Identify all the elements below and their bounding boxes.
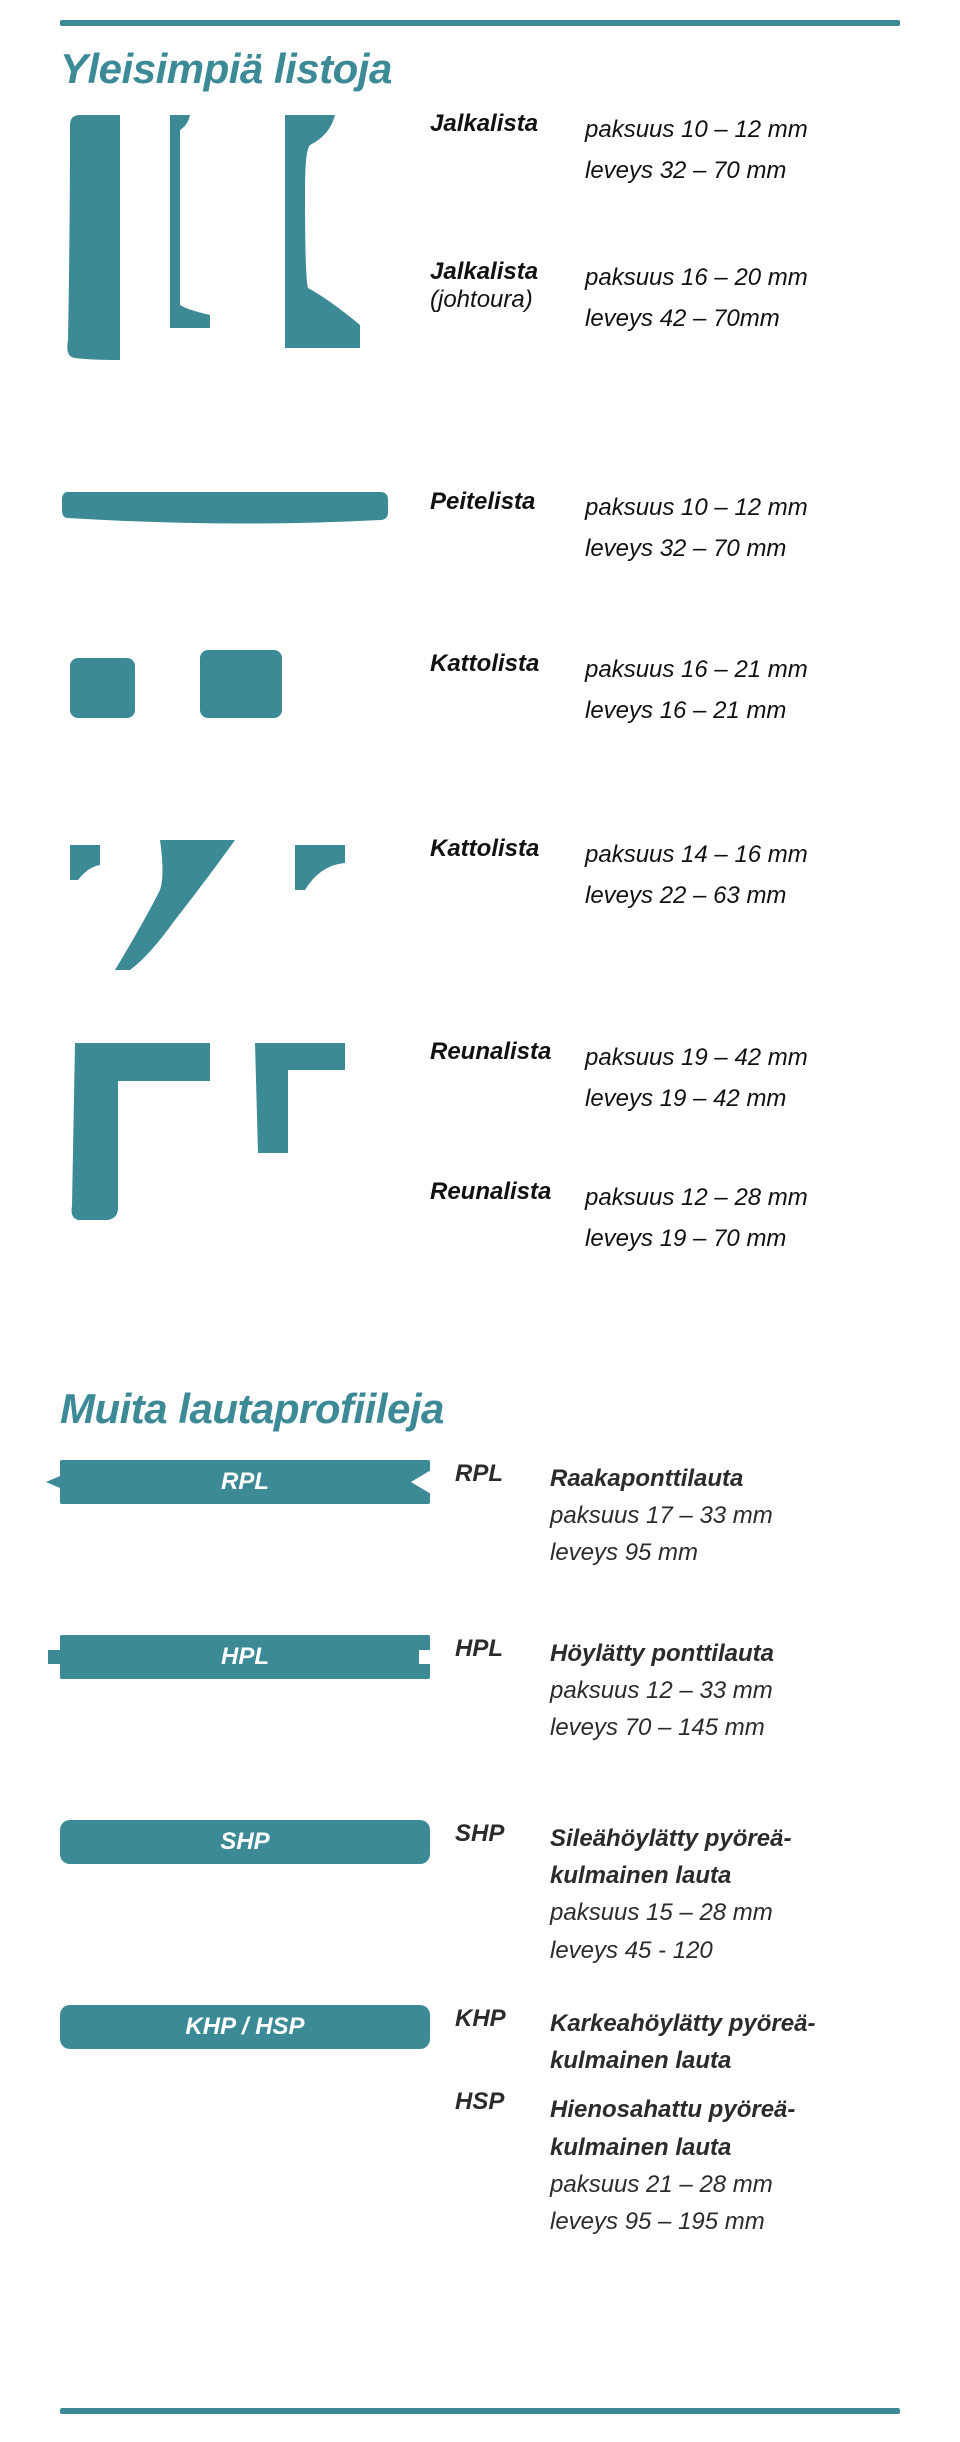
plank-row: RPL RPL Raakaponttilauta paksuus 17 – 33… xyxy=(60,1460,900,1572)
list-name: Kattolista xyxy=(430,650,585,678)
dim-thickness: paksuus 12 – 33 mm xyxy=(550,1672,900,1709)
dim-width: leveys 19 – 70 mm xyxy=(585,1219,900,1260)
dim-thickness: paksuus 14 – 16 mm xyxy=(585,835,900,876)
list-row: Kattolista paksuus 16 – 21 mm leveys 16 … xyxy=(60,650,900,732)
dim-width: leveys 19 – 42 mm xyxy=(585,1079,900,1120)
plank-code: SHP xyxy=(455,1820,550,1848)
plank-khp-hsp: KHP / HSP xyxy=(60,2005,430,2049)
dim-width: leveys 45 - 120 xyxy=(550,1932,900,1969)
list-name: Reunalista xyxy=(430,1178,585,1206)
dim-width: leveys 95 – 195 mm xyxy=(550,2203,900,2240)
peitelista-svg xyxy=(60,488,390,528)
list-name: Kattolista xyxy=(430,835,585,863)
dim-width: leveys 32 – 70 mm xyxy=(585,529,900,570)
plank-desc: Karkeahöylätty pyöreä­kulmainen lauta Hi… xyxy=(550,2005,900,2240)
dim-thickness: paksuus 17 – 33 mm xyxy=(550,1497,900,1534)
list-row: Reunalista paksuus 12 – 28 mm leveys 19 … xyxy=(60,1178,900,1260)
list-row: Kattolista paksuus 14 – 16 mm leveys 22 … xyxy=(60,835,900,985)
plank-code: KHP HSP xyxy=(455,2005,550,2116)
top-rule xyxy=(60,20,900,26)
dim-thickness: paksuus 15 – 28 mm xyxy=(550,1894,900,1931)
plank-label: KHP / HSP xyxy=(60,2005,430,2049)
bottom-rule xyxy=(60,2408,900,2414)
dim-width: leveys 32 – 70 mm xyxy=(585,151,900,192)
plank-desc: Raakaponttilauta paksuus 17 – 33 mm leve… xyxy=(550,1460,900,1572)
plank-art: RPL xyxy=(60,1460,455,1504)
list-name-sub: (johtoura) xyxy=(430,286,533,313)
plank-art: HPL xyxy=(60,1635,455,1679)
list-row: Jalkalista (johtoura) paksuus 16 – 20 mm… xyxy=(60,258,900,340)
plank-desc: Höylätty ponttilauta paksuus 12 – 33 mm … xyxy=(550,1635,900,1747)
list-dims: paksuus 10 – 12 mm leveys 32 – 70 mm xyxy=(585,110,900,192)
list-dims: paksuus 14 – 16 mm leveys 22 – 63 mm xyxy=(585,835,900,917)
plank-art: KHP / HSP xyxy=(60,2005,455,2049)
dim-thickness: paksuus 12 – 28 mm xyxy=(585,1178,900,1219)
kattolista-sq-svg xyxy=(60,650,310,730)
plank-row: SHP SHP Sileähöylätty pyöreä­kulmainen l… xyxy=(60,1820,900,1969)
section-title-2: Muita lautaprofiileja xyxy=(60,1385,444,1433)
profile-art-peitelista xyxy=(60,488,430,528)
plank-desc: Sileähöylätty pyöreä­kulmainen lauta pak… xyxy=(550,1820,900,1969)
dim-thickness: paksuus 10 – 12 mm xyxy=(585,488,900,529)
section-title-1: Yleisimpiä listoja xyxy=(60,45,392,93)
dim-width: leveys 42 – 70mm xyxy=(585,299,900,340)
list-name: Jalkalista xyxy=(430,110,585,138)
dim-thickness: paksuus 16 – 21 mm xyxy=(585,650,900,691)
dim-width: leveys 16 – 21 mm xyxy=(585,691,900,732)
plank-title: Karkeahöylätty pyöreä­kulmainen lauta xyxy=(550,2005,900,2079)
list-dims: paksuus 10 – 12 mm leveys 32 – 70 mm xyxy=(585,488,900,570)
list-name: Peitelista xyxy=(430,488,585,516)
plank-row: HPL HPL Höylätty ponttilauta paksuus 12 … xyxy=(60,1635,900,1747)
plank-label: RPL xyxy=(60,1460,430,1504)
dim-thickness: paksuus 16 – 20 mm xyxy=(585,258,900,299)
plank-art: SHP xyxy=(60,1820,455,1864)
list-dims: paksuus 16 – 20 mm leveys 42 – 70mm xyxy=(585,258,900,340)
list-name-main: Jalkalista xyxy=(430,258,538,285)
plank-code: HPL xyxy=(455,1635,550,1663)
plank-title: Höylätty ponttilauta xyxy=(550,1635,900,1672)
list-dims: paksuus 16 – 21 mm leveys 16 – 21 mm xyxy=(585,650,900,732)
list-name: Reunalista xyxy=(430,1038,585,1066)
plank-shp: SHP xyxy=(60,1820,430,1864)
kattolista-curve-svg xyxy=(60,835,380,985)
plank-row: KHP / HSP KHP HSP Karkeahöylätty pyöreä­… xyxy=(60,2005,900,2240)
plank-title-2: Hienosahattu pyöreä­kulmainen lauta xyxy=(550,2091,900,2165)
dim-width: leveys 95 mm xyxy=(550,1534,900,1571)
plank-label: SHP xyxy=(60,1820,430,1864)
plank-title: Raakaponttilauta xyxy=(550,1460,900,1497)
dim-width: leveys 70 – 145 mm xyxy=(550,1709,900,1746)
plank-code-2: HSP xyxy=(455,2088,550,2116)
dim-thickness: paksuus 10 – 12 mm xyxy=(585,110,900,151)
plank-code-1: KHP xyxy=(455,2005,550,2033)
page: Yleisimpiä listoja Jalkalista paksuus 10… xyxy=(0,0,960,2442)
plank-code: RPL xyxy=(455,1460,550,1488)
list-dims: paksuus 12 – 28 mm leveys 19 – 70 mm xyxy=(585,1178,900,1260)
dim-thickness: paksuus 19 – 42 mm xyxy=(585,1038,900,1079)
list-row: Peitelista paksuus 10 – 12 mm leveys 32 … xyxy=(60,488,900,570)
dim-thickness: paksuus 21 – 28 mm xyxy=(550,2166,900,2203)
dim-width: leveys 22 – 63 mm xyxy=(585,876,900,917)
plank-rpl: RPL xyxy=(60,1460,430,1504)
list-dims: paksuus 19 – 42 mm leveys 19 – 42 mm xyxy=(585,1038,900,1120)
plank-title: Sileähöylätty pyöreä­kulmainen lauta xyxy=(550,1820,900,1894)
plank-hpl: HPL xyxy=(60,1635,430,1679)
profile-art-kattolista-curve xyxy=(60,835,430,985)
profile-art-kattolista-sq xyxy=(60,650,430,730)
list-name: Jalkalista (johtoura) xyxy=(430,258,585,314)
plank-label: HPL xyxy=(60,1635,430,1679)
